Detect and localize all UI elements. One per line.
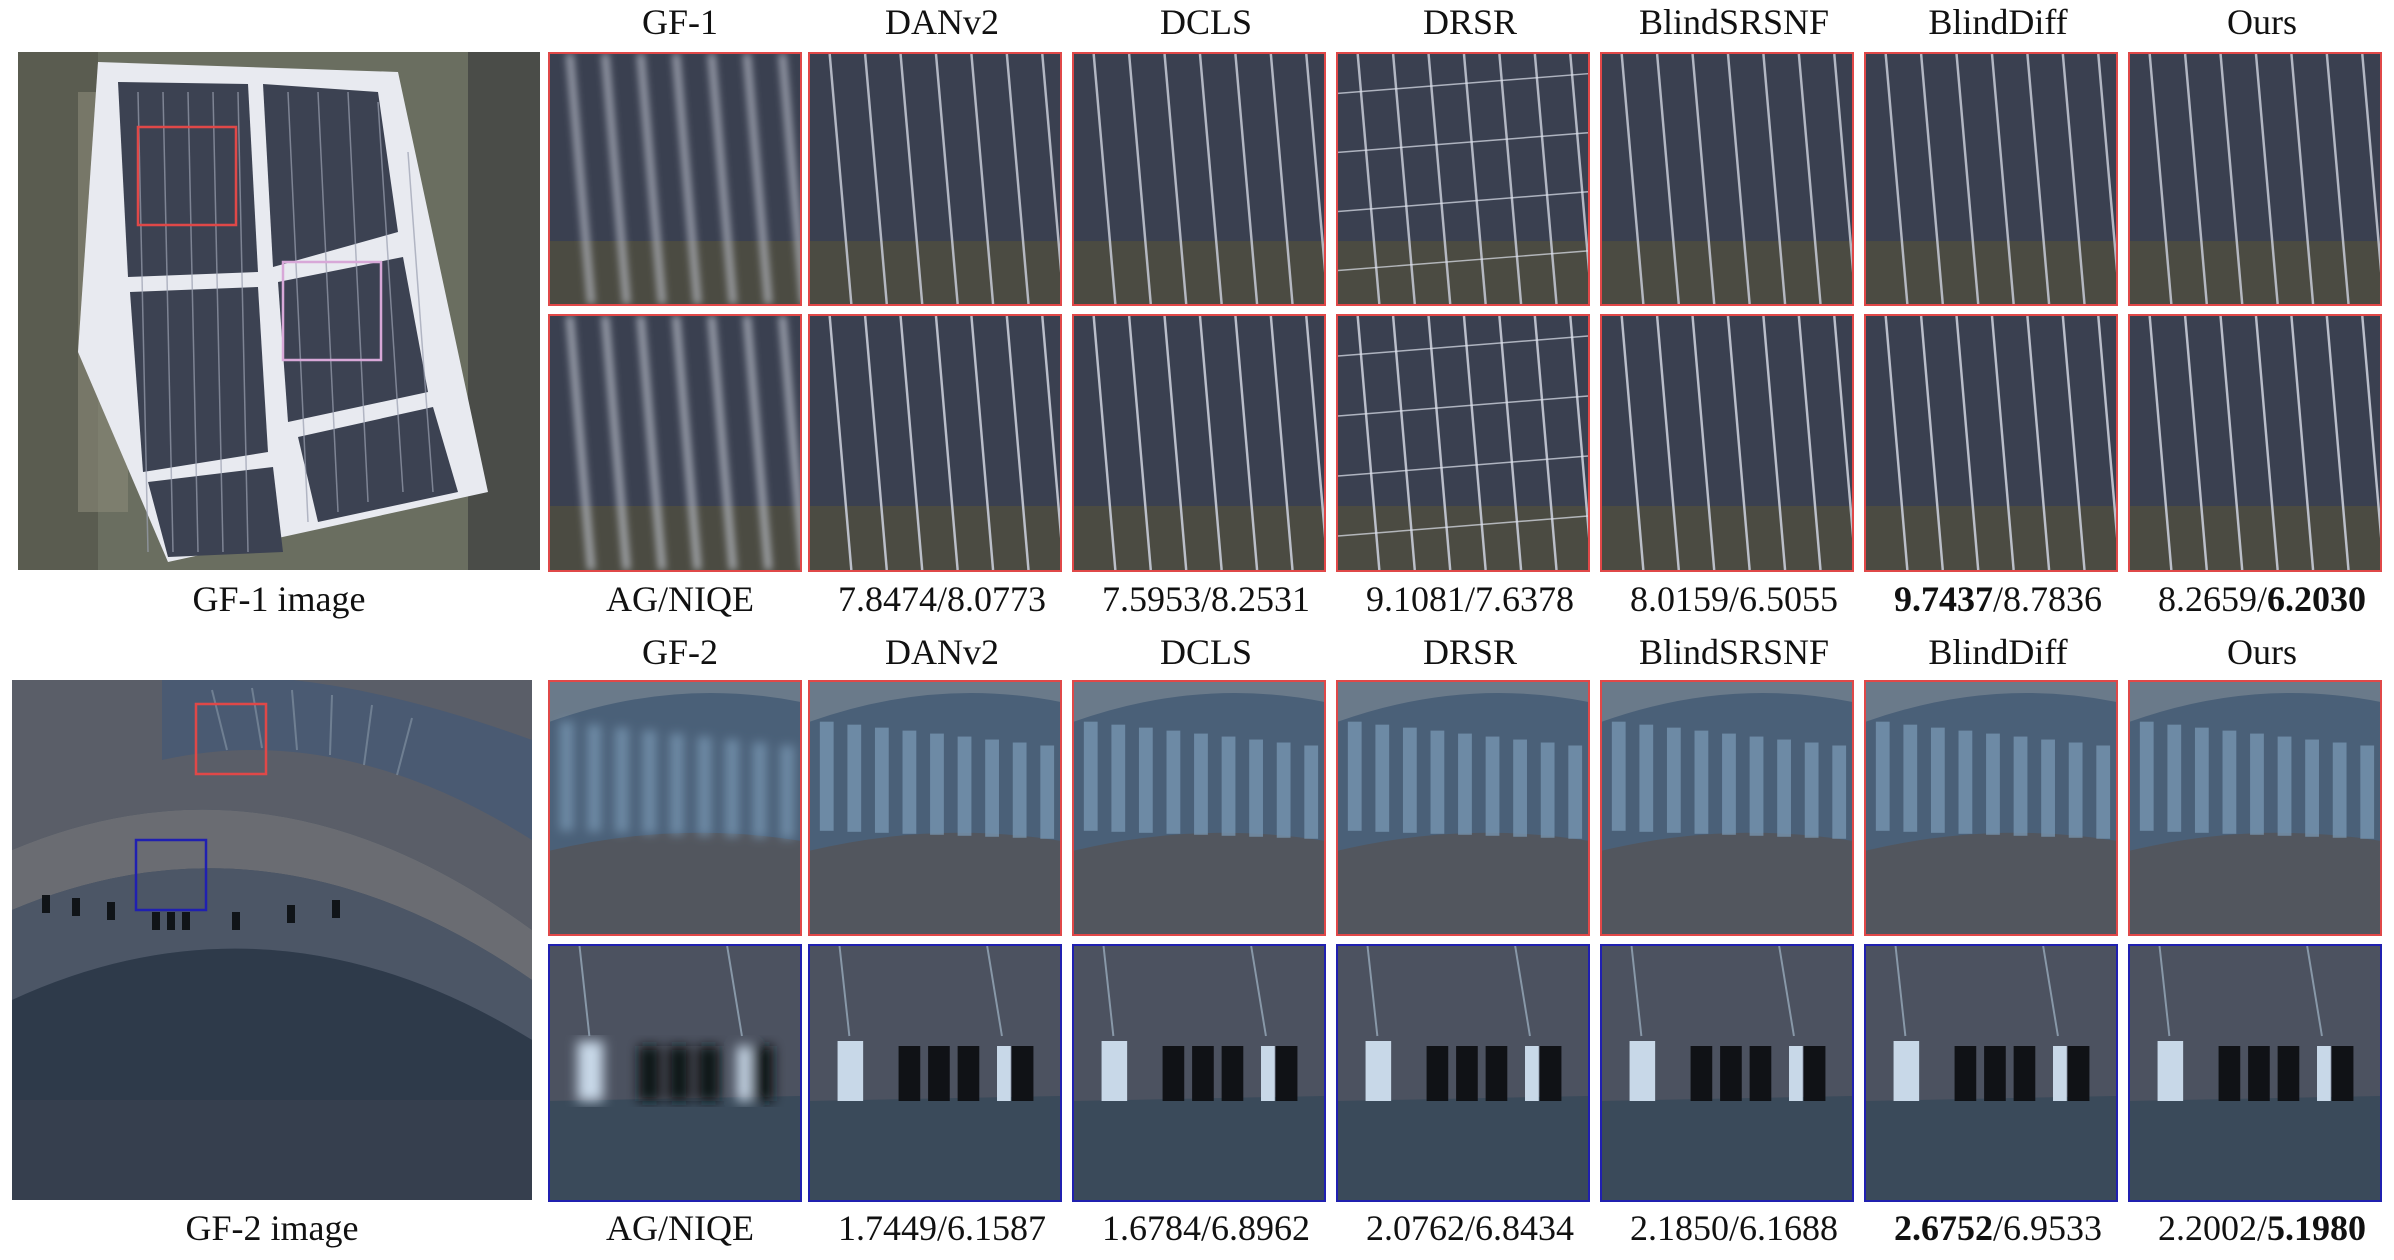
metric-separator: / xyxy=(1200,579,1211,619)
ag-value: 1.7449 xyxy=(837,1208,937,1248)
gf1-pink-crop-drsr xyxy=(1336,314,1590,572)
gf1-red-crop-blinddiff xyxy=(1864,52,2118,306)
gf2-blue-crop-ours xyxy=(2128,944,2382,1202)
gf1-red-crop-lr xyxy=(548,52,802,306)
header-danv2: DANv2 xyxy=(885,2,999,42)
ag-value: 7.5953 xyxy=(1101,579,1201,619)
niqe-value: 6.1587 xyxy=(947,1208,1046,1248)
metric-separator: / xyxy=(1728,579,1739,619)
gf1-pink-crop-danv2 xyxy=(808,314,1062,572)
gf2-metric-drsr: 2.0762/6.8434 xyxy=(1338,1206,1602,1250)
metric-separator: / xyxy=(936,579,947,619)
gf1-red-crop-ours xyxy=(2128,52,2382,306)
metric-separator: / xyxy=(1464,579,1475,619)
header-blindsrsnf: BlindSRSNF xyxy=(1638,2,1830,42)
gf2-metric-blinddiff: 2.6752/6.9533 xyxy=(1866,1206,2130,1250)
gf2-blue-crop-danv2 xyxy=(808,944,1062,1202)
niqe-value: 5.1980 xyxy=(2267,1208,2366,1248)
gf1-metric-blinddiff: 9.7437/8.7836 xyxy=(1866,577,2130,621)
ag-value: 1.6784 xyxy=(1101,1208,1201,1248)
gf1-pink-crop-lr xyxy=(548,314,802,572)
gf2-red-crop-blinddiff xyxy=(1864,680,2118,936)
gf1-metric-label: AG/NIQE xyxy=(606,579,754,619)
metric-separator: / xyxy=(2256,1208,2267,1248)
gf2-metric-ours: 2.2002/5.1980 xyxy=(2130,1206,2394,1250)
metric-separator: / xyxy=(2256,579,2267,619)
niqe-value: 6.8962 xyxy=(1211,1208,1310,1248)
gf2-blue-crop-drsr xyxy=(1336,944,1590,1202)
ag-value: 9.1081 xyxy=(1365,579,1465,619)
header-ours-2: Ours xyxy=(2227,632,2297,672)
gf1-metric-dcls: 7.5953/8.2531 xyxy=(1074,577,1338,621)
gf1-metric-danv2: 7.8474/8.0773 xyxy=(810,577,1074,621)
gf2-metric-danv2: 1.7449/6.1587 xyxy=(810,1206,1074,1250)
gf2-overview-image xyxy=(12,680,532,1200)
header-drsr: DRSR xyxy=(1422,2,1518,42)
header-blinddiff-2: BlindDiff xyxy=(1928,632,2068,672)
header-blinddiff: BlindDiff xyxy=(1928,2,2068,42)
gf1-pink-crop-blindsrsnf xyxy=(1600,314,1854,572)
gf2-red-crop-danv2 xyxy=(808,680,1062,936)
gf2-red-crop-lr xyxy=(548,680,802,936)
gf2-metric-blindsrsnf: 2.1850/6.1688 xyxy=(1602,1206,1866,1250)
header-dcls: DCLS xyxy=(1159,2,1253,42)
header-gf1: GF-1 xyxy=(641,2,718,42)
ag-value: 9.7437 xyxy=(1893,579,1993,619)
gf2-red-crop-drsr xyxy=(1336,680,1590,936)
gf1-pink-crop-ours xyxy=(2128,314,2382,572)
gf1-pink-crop-blinddiff xyxy=(1864,314,2118,572)
ag-value: 8.0159 xyxy=(1629,579,1729,619)
metric-separator: / xyxy=(936,1208,947,1248)
gf2-metric-label: AG/NIQE xyxy=(606,1208,754,1248)
niqe-value: 6.8434 xyxy=(1475,1208,1574,1248)
gf2-image-caption: GF-2 image xyxy=(185,1208,359,1248)
ag-value: 8.2659 xyxy=(2157,579,2257,619)
gf1-overview-image xyxy=(18,52,540,570)
metric-separator: / xyxy=(1464,1208,1475,1248)
ag-value: 2.0762 xyxy=(1365,1208,1465,1248)
gf1-red-crop-blindsrsnf xyxy=(1600,52,1854,306)
metric-separator: / xyxy=(1992,579,2003,619)
gf2-red-crop-ours xyxy=(2128,680,2382,936)
gf2-blue-crop-blindsrsnf xyxy=(1600,944,1854,1202)
gf1-image-caption: GF-1 image xyxy=(192,579,366,619)
header-dcls-2: DCLS xyxy=(1159,632,1253,672)
gf1-red-crop-drsr xyxy=(1336,52,1590,306)
header-drsr-2: DRSR xyxy=(1422,632,1518,672)
ag-value: 7.8474 xyxy=(837,579,937,619)
metric-separator: / xyxy=(1728,1208,1739,1248)
ag-value: 2.6752 xyxy=(1893,1208,1993,1248)
gf2-blue-crop-lr xyxy=(548,944,802,1202)
gf2-metric-dcls: 1.6784/6.8962 xyxy=(1074,1206,1338,1250)
metric-separator: / xyxy=(1992,1208,2003,1248)
header-gf2: GF-2 xyxy=(641,632,718,672)
niqe-value: 6.1688 xyxy=(1739,1208,1838,1248)
gf2-red-crop-dcls xyxy=(1072,680,1326,936)
niqe-value: 8.7836 xyxy=(2003,579,2102,619)
ag-value: 2.2002 xyxy=(2157,1208,2257,1248)
gf2-red-crop-blindsrsnf xyxy=(1600,680,1854,936)
gf1-pink-crop-dcls xyxy=(1072,314,1326,572)
niqe-value: 6.2030 xyxy=(2267,579,2366,619)
header-blindsrsnf-2: BlindSRSNF xyxy=(1638,632,1830,672)
header-danv2-2: DANv2 xyxy=(885,632,999,672)
header-ours: Ours xyxy=(2227,2,2297,42)
gf1-red-crop-danv2 xyxy=(808,52,1062,306)
niqe-value: 7.6378 xyxy=(1475,579,1574,619)
niqe-value: 8.0773 xyxy=(947,579,1046,619)
gf2-blue-crop-blinddiff xyxy=(1864,944,2118,1202)
gf2-blue-crop-dcls xyxy=(1072,944,1326,1202)
gf1-metric-ours: 8.2659/6.2030 xyxy=(2130,577,2394,621)
gf1-red-crop-dcls xyxy=(1072,52,1326,306)
niqe-value: 8.2531 xyxy=(1211,579,1310,619)
metric-separator: / xyxy=(1200,1208,1211,1248)
niqe-value: 6.9533 xyxy=(2003,1208,2102,1248)
niqe-value: 6.5055 xyxy=(1739,579,1838,619)
gf1-metric-blindsrsnf: 8.0159/6.5055 xyxy=(1602,577,1866,621)
gf1-metric-drsr: 9.1081/7.6378 xyxy=(1338,577,1602,621)
ag-value: 2.1850 xyxy=(1629,1208,1729,1248)
